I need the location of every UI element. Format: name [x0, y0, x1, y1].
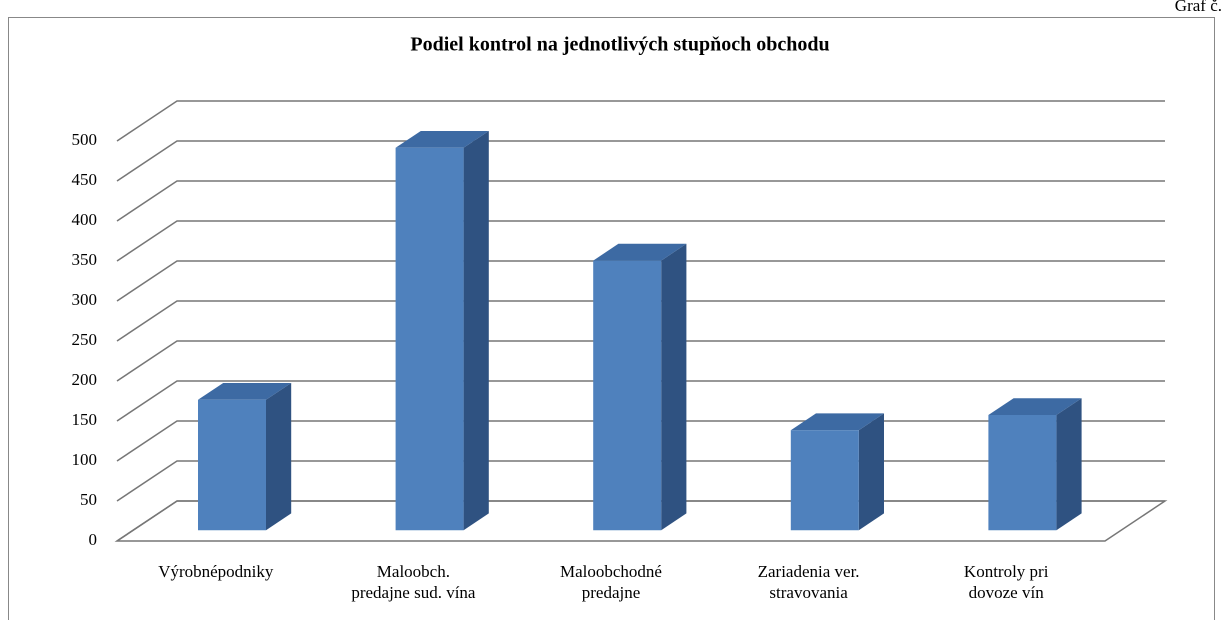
- bar-side: [1056, 398, 1082, 531]
- bar: [988, 398, 1082, 531]
- bar: [395, 131, 489, 531]
- bar-side: [858, 413, 884, 531]
- bar: [790, 413, 884, 531]
- x-tick-label: Zariadenia ver. stravovania: [757, 562, 860, 602]
- y-tick-label: 100: [72, 450, 98, 469]
- y-tick-label: 300: [72, 290, 98, 309]
- grid-line: [116, 180, 1165, 222]
- y-tick-label: 500: [72, 130, 98, 149]
- bar-top: [988, 398, 1082, 415]
- y-tick-label: 350: [72, 250, 98, 269]
- grid-line: [116, 260, 1165, 302]
- chart-frame: [8, 17, 1215, 620]
- bar-front: [395, 147, 464, 531]
- y-tick-label: 200: [72, 370, 98, 389]
- bar-side: [661, 243, 687, 531]
- y-tick-label: 400: [72, 210, 98, 229]
- chart-title: Podiel kontrol na jednotlivých stupňoch …: [410, 34, 829, 56]
- grid-line: [116, 220, 1165, 262]
- bar-top: [198, 383, 292, 400]
- bar: [593, 243, 687, 531]
- page-label: Graf č.: [1175, 0, 1222, 15]
- grid-line: [116, 340, 1165, 382]
- x-tick-label: Maloobch. predajne sud. vína: [351, 562, 476, 602]
- grid-line: [116, 100, 1165, 142]
- grid-line: [116, 140, 1165, 182]
- y-tick-label: 50: [80, 490, 97, 509]
- y-tick-label: 450: [72, 170, 98, 189]
- grid-line: [116, 300, 1165, 342]
- bar-side: [463, 131, 489, 531]
- x-tick-label: Kontroly pri dovoze vín: [963, 562, 1049, 602]
- x-tick-label: Výrobnépodniky: [158, 562, 274, 581]
- bar-top: [395, 131, 489, 148]
- grid-line: [116, 380, 1165, 422]
- bar: [198, 383, 292, 531]
- x-tick-label: Maloobchodné predajne: [560, 562, 662, 602]
- y-tick-label: 0: [89, 530, 98, 549]
- y-tick-label: 250: [72, 330, 98, 349]
- bar-front: [198, 399, 266, 531]
- bar-top: [790, 413, 884, 431]
- bar-side: [266, 383, 292, 531]
- bar-front: [988, 415, 1057, 531]
- bar-front: [790, 430, 859, 531]
- y-tick-label: 150: [72, 410, 98, 429]
- bar-front: [593, 260, 662, 531]
- bar-top: [593, 243, 687, 261]
